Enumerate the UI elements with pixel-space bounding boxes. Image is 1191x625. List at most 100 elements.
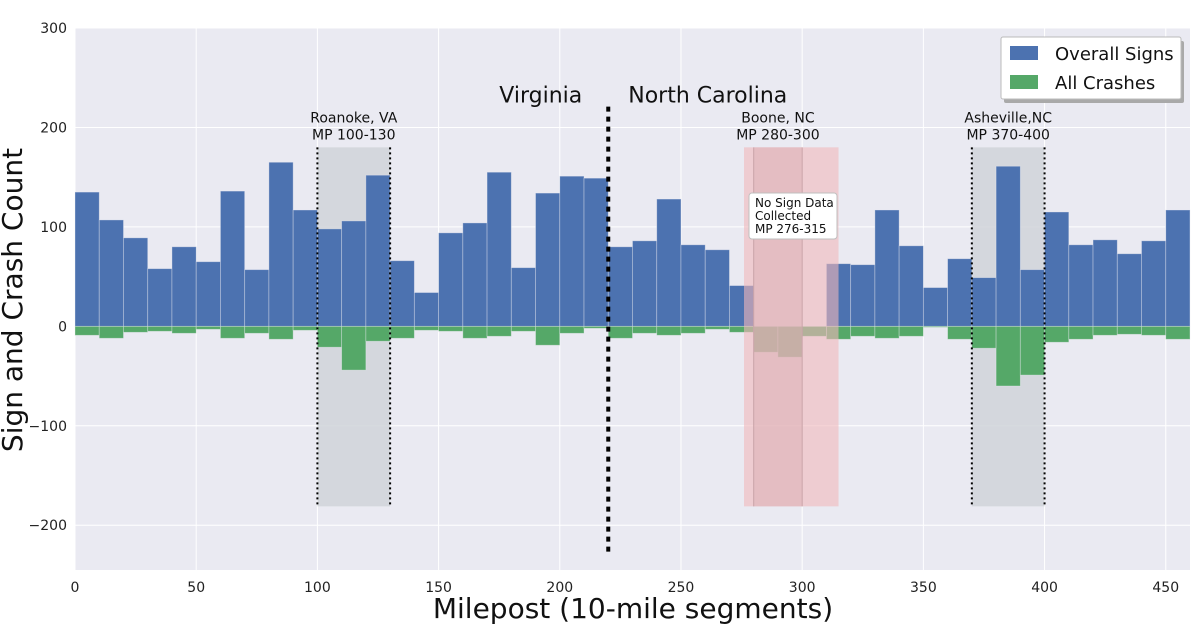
sign-bar <box>971 277 997 327</box>
crash-bar <box>1141 325 1167 336</box>
x-tick-label: 150 <box>425 580 452 596</box>
sign-bar <box>1044 211 1070 327</box>
no-data-note-line: MP 276-315 <box>755 222 827 236</box>
sign-bar <box>486 171 512 327</box>
crash-bar <box>1092 325 1118 336</box>
crash-bar <box>850 325 876 337</box>
crash-bar <box>341 325 367 371</box>
sign-bar <box>559 175 585 327</box>
sign-bar <box>632 240 658 327</box>
crash-bar <box>898 325 924 337</box>
sign-bar <box>438 232 464 327</box>
crash-bar <box>147 325 173 332</box>
sign-bar <box>389 260 415 327</box>
legend-box <box>1000 36 1182 100</box>
sign-bar <box>898 245 924 327</box>
sign-bar <box>1068 244 1094 327</box>
no-data-note-line: Collected <box>755 209 811 223</box>
sign-bar <box>1019 269 1045 327</box>
legend-swatch-overall-signs <box>1010 46 1038 60</box>
crash-bar <box>220 325 246 339</box>
crash-bar <box>438 325 464 332</box>
crash-bar <box>1068 325 1094 340</box>
crash-bar <box>413 325 439 331</box>
sign-bar <box>680 244 706 327</box>
region-label-milepost: MP 100-130 <box>312 127 395 143</box>
crash-bar <box>195 325 221 330</box>
crash-bar <box>656 325 682 336</box>
sign-bar <box>510 267 536 327</box>
sign-bar <box>583 177 609 327</box>
crash-bar <box>365 325 391 342</box>
sign-bar <box>607 246 633 327</box>
crash-bar <box>462 325 488 339</box>
y-tick-label: 200 <box>40 120 67 136</box>
crash-bar <box>171 325 197 334</box>
sign-bar <box>874 209 900 327</box>
crash-bar <box>268 325 294 340</box>
legend-label-all-crashes: All Crashes <box>1055 73 1155 94</box>
crash-bar <box>680 325 706 334</box>
x-tick-label: 300 <box>789 580 816 596</box>
legend-label-overall-signs: Overall Signs <box>1055 44 1174 65</box>
y-tick-label: 300 <box>40 21 67 37</box>
crash-bar <box>389 325 415 339</box>
sign-bar <box>656 198 682 327</box>
state-label-virginia: Virginia <box>499 84 582 109</box>
y-tick-label: 0 <box>58 319 67 335</box>
x-tick-label: 200 <box>546 580 573 596</box>
sign-bar <box>365 174 391 327</box>
crash-bar <box>292 325 318 331</box>
sign-bar <box>995 165 1021 327</box>
crash-bar <box>995 325 1021 387</box>
crash-bar <box>583 325 609 329</box>
tick-labels: −200 −100 0 100 200 300 0 50 100 150 200 250 300 350 4… <box>29 21 1180 596</box>
state-label-north-carolina: North Carolina <box>628 84 787 109</box>
sign-bar <box>704 249 730 327</box>
crash-bar <box>922 325 949 328</box>
sign-bar <box>462 222 488 327</box>
sign-bar <box>1165 209 1191 327</box>
no-data-note-line: No Sign Data <box>755 196 834 210</box>
sign-bar <box>922 287 949 327</box>
sign-bar <box>947 258 973 327</box>
no-data-note-box <box>748 192 838 240</box>
region-label-name: Roanoke, VA <box>310 111 397 127</box>
y-tick-label: −100 <box>29 419 67 435</box>
x-tick-label: 0 <box>71 580 80 596</box>
sign-bar <box>220 190 246 327</box>
y-axis-title: Sign and Crash Count <box>0 148 29 452</box>
sign-bar <box>850 264 876 327</box>
y-tick-label: 100 <box>40 220 67 236</box>
x-tick-label: 100 <box>304 580 331 596</box>
sign-bar <box>147 268 173 327</box>
sign-bar <box>535 192 561 327</box>
sign-bar <box>1141 240 1167 327</box>
crash-bar <box>704 325 730 330</box>
bars <box>74 161 1191 387</box>
x-tick-label: 350 <box>910 580 937 596</box>
crash-bar <box>98 325 124 339</box>
crash-bar <box>607 325 633 339</box>
sign-bar <box>98 219 124 327</box>
crash-bar <box>510 325 536 332</box>
crash-bar <box>632 325 658 334</box>
x-tick-label: 250 <box>668 580 695 596</box>
sign-bar <box>292 209 318 327</box>
crash-bar <box>486 325 512 337</box>
region-label-milepost: MP 370-400 <box>966 127 1049 143</box>
crash-bar <box>971 325 997 349</box>
x-tick-label: 450 <box>1152 580 1179 596</box>
sign-bar <box>1116 253 1142 327</box>
x-tick-label: 50 <box>187 580 205 596</box>
legend-swatch-all-crashes <box>1010 75 1038 89</box>
crash-bar <box>1019 325 1045 376</box>
sign-bar <box>74 191 100 327</box>
crash-bar <box>1116 325 1142 335</box>
sign-bar <box>316 228 343 327</box>
crash-bar <box>316 325 343 348</box>
sign-bar <box>123 237 149 327</box>
crash-bar <box>1044 325 1070 343</box>
